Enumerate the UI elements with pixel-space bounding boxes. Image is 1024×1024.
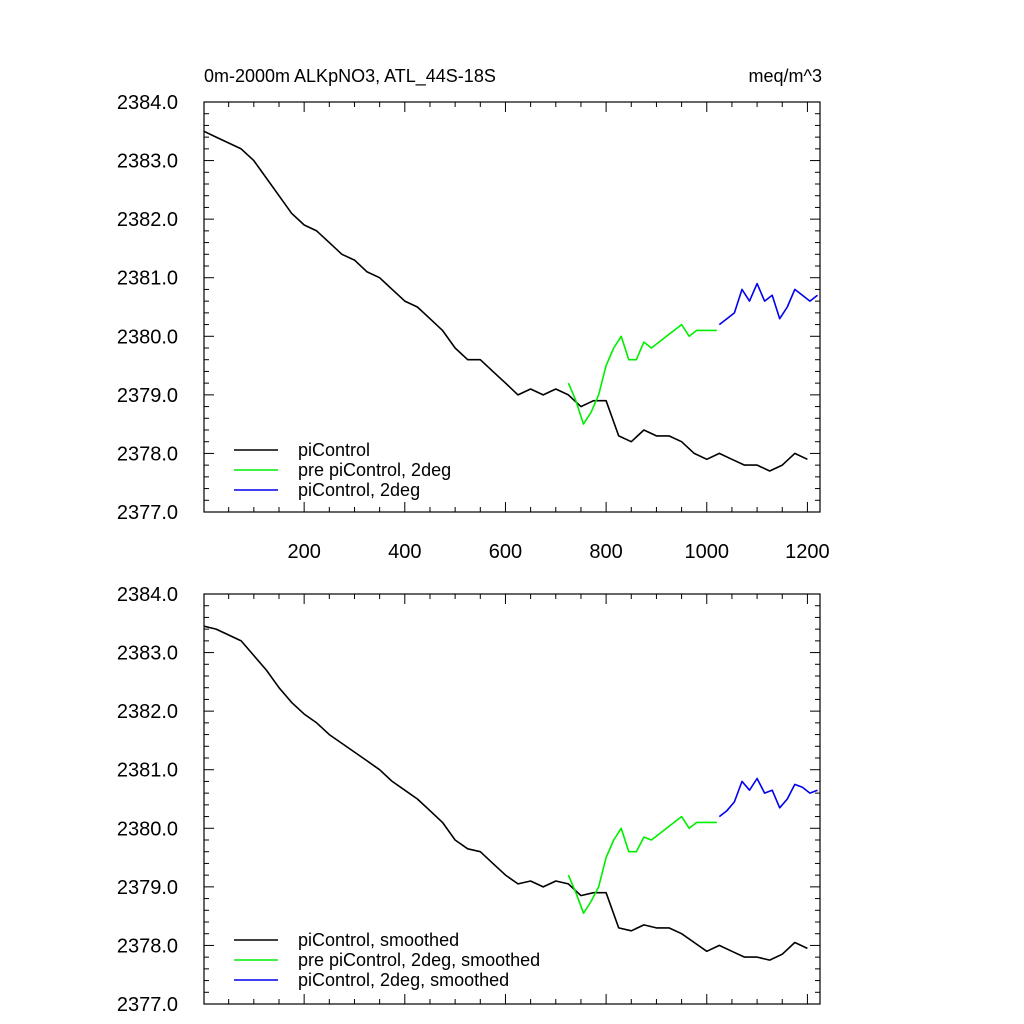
chart-title: 0m-2000m ALKpNO3, ATL_44S-18S	[204, 66, 496, 87]
legend-label: pre piControl, 2deg, smoothed	[298, 950, 540, 970]
y-tick-label: 2382.0	[117, 209, 178, 231]
series-line-1	[567, 323, 717, 425]
x-tick-label: 1000	[685, 541, 730, 563]
y-tick-label: 2381.0	[117, 760, 178, 782]
series-line-0	[203, 625, 808, 961]
y-tick-label: 2379.0	[117, 877, 178, 899]
plot-area	[203, 130, 818, 472]
top-panel: 0m-2000m ALKpNO3, ATL_44S-18S meq/m^3 23…	[117, 66, 830, 563]
x-tick-label: 800	[589, 541, 622, 563]
x-tick-label: 200	[287, 541, 320, 563]
axis-ticks	[204, 101, 820, 513]
y-tick-label: 2384.0	[117, 92, 178, 114]
legend-label: piControl	[298, 440, 370, 460]
x-tick-label: 600	[489, 541, 522, 563]
y-tick-label: 2378.0	[117, 935, 178, 957]
y-tick-label: 2379.0	[117, 385, 178, 407]
x-tick-label: 1200	[785, 541, 830, 563]
y-tick-label: 2383.0	[117, 151, 178, 173]
plot-frame	[203, 593, 821, 1005]
series-line-1	[567, 815, 717, 914]
y-tick-label: 2381.0	[117, 268, 178, 290]
series-line-2	[718, 282, 818, 326]
x-tick-label: 400	[388, 541, 421, 563]
y-axis-tick-labels: 2377.0 2378.0 2379.0 2380.0 2381.0 2382.0 2383…	[117, 92, 178, 524]
y-axis-tick-labels: 2377.0 2378.0 2379.0 2380.0 2381.0 2382.0 2383…	[117, 584, 178, 1016]
series-line-0	[203, 130, 808, 472]
y-tick-label: 2383.0	[117, 643, 178, 665]
axis-ticks	[204, 593, 820, 1005]
legend-label: piControl, 2deg, smoothed	[298, 970, 509, 990]
x-axis-tick-labels: 200 400 600 800 1000 1200	[287, 541, 829, 563]
series-line-2	[718, 777, 818, 818]
y-tick-label: 2380.0	[117, 818, 178, 840]
legend-label: piControl, smoothed	[298, 930, 459, 950]
y-tick-label: 2382.0	[117, 701, 178, 723]
y-tick-label: 2384.0	[117, 584, 178, 606]
y-tick-label: 2377.0	[117, 994, 178, 1016]
y-tick-label: 2377.0	[117, 502, 178, 524]
units-label: meq/m^3	[749, 66, 822, 86]
y-tick-label: 2380.0	[117, 326, 178, 348]
plot-frame	[203, 101, 821, 513]
y-tick-label: 2378.0	[117, 443, 178, 465]
legend-label: piControl, 2deg	[298, 480, 420, 500]
plot-area	[203, 625, 818, 961]
legend-label: pre piControl, 2deg	[298, 460, 451, 480]
bottom-panel: 2377.0 2378.0 2379.0 2380.0 2381.0 2382.0 2383…	[117, 584, 821, 1016]
